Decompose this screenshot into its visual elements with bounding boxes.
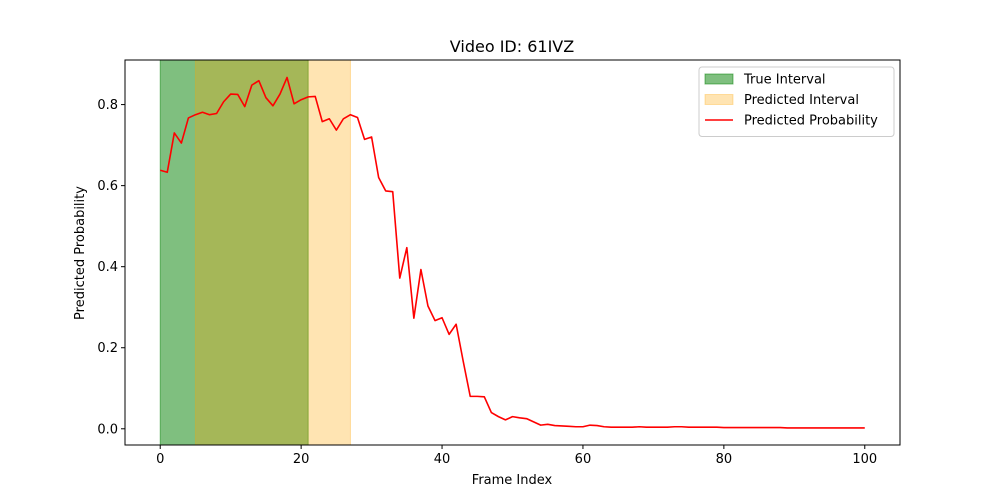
x-tick-label: 20 <box>293 452 310 467</box>
chart-title: Video ID: 61IVZ <box>450 37 574 56</box>
y-tick-label: 0.6 <box>97 179 118 194</box>
x-tick-label: 100 <box>852 452 877 467</box>
series-line-0 <box>160 76 865 429</box>
legend-label: Predicted Probability <box>744 114 878 129</box>
interval-band-0 <box>159 59 309 446</box>
x-tick-label: 80 <box>716 452 733 467</box>
x-axis-label: Frame Index <box>472 473 553 488</box>
x-tick-label: 40 <box>434 452 451 467</box>
legend-swatch <box>704 94 734 105</box>
y-tick-label: 0.4 <box>97 260 118 275</box>
y-tick-label: 0.0 <box>97 422 118 437</box>
x-axis-ticks: 0 20 40 60 80 100 <box>156 445 877 467</box>
x-tick-label: 0 <box>156 452 164 467</box>
x-tick-label: 60 <box>575 452 592 467</box>
legend-label: Predicted Interval <box>744 93 859 108</box>
y-axis-label: Predicted Probability <box>73 186 88 320</box>
plot-frame <box>124 59 901 446</box>
series-lines <box>160 76 865 429</box>
legend: True Interval Predicted Interval Predicted… <box>698 66 895 137</box>
y-tick-label: 0.8 <box>97 98 118 113</box>
interval-bands <box>159 59 351 446</box>
legend-swatch <box>704 73 734 85</box>
legend-label: True Interval <box>743 73 826 88</box>
interval-band-1 <box>194 59 351 446</box>
legend-box <box>698 66 895 137</box>
y-tick-label: 0.2 <box>97 341 118 356</box>
y-axis-ticks: 0.0 0.2 0.4 0.6 0.8 <box>97 98 125 437</box>
